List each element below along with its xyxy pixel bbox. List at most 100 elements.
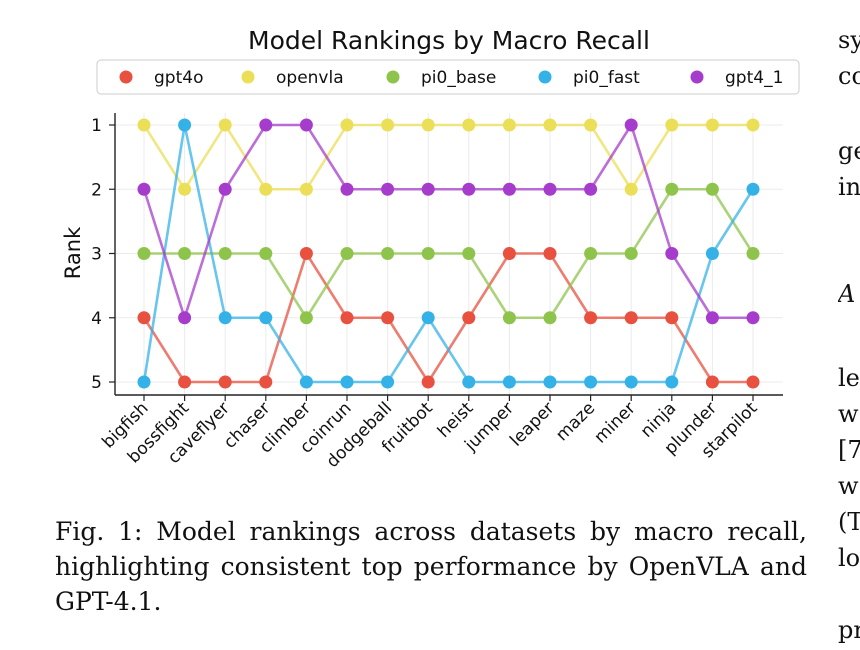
data-point-gpt4_1 [584, 182, 598, 196]
side-text-fragment: sy [838, 26, 860, 54]
data-point-gpt4o [624, 311, 638, 325]
data-point-pi0_base [462, 247, 476, 260]
data-point-pi0_base [746, 247, 760, 260]
data-point-pi0_base [381, 247, 395, 260]
data-point-pi0_fast [462, 375, 476, 389]
data-point-pi0_fast [502, 375, 516, 389]
figure-caption: Fig. 1: Model rankings across datasets b… [55, 517, 807, 616]
side-text-fragment: [7 [838, 436, 860, 464]
data-point-openvla [746, 118, 760, 132]
data-point-gpt4_1 [178, 311, 192, 325]
side-text-fragment: in [838, 173, 860, 201]
rank-chart: Model Rankings by Macro Recall gpt4o open… [61, 26, 800, 472]
side-text-fragment: w [838, 400, 859, 428]
data-point-pi0_base [624, 247, 638, 260]
data-point-pi0_base [178, 247, 192, 260]
data-point-pi0_fast [584, 375, 598, 389]
series-line-pi0_fast [142, 123, 755, 384]
side-text-fragment: pr [838, 616, 860, 644]
data-point-gpt4_1 [421, 182, 435, 196]
data-point-openvla [462, 118, 476, 132]
data-point-gpt4_1 [705, 311, 719, 325]
data-point-gpt4_1 [746, 311, 760, 325]
data-point-openvla [421, 118, 435, 132]
data-point-openvla [218, 118, 232, 132]
data-point-pi0_base [340, 247, 354, 260]
x-tick-label: maze [552, 398, 599, 445]
data-point-gpt4o [299, 247, 313, 260]
data-point-gpt4_1 [502, 182, 516, 196]
data-point-gpt4_1 [259, 118, 273, 132]
data-point-openvla [705, 118, 719, 132]
data-point-gpt4o [178, 375, 192, 389]
series-lines [142, 123, 755, 384]
data-point-openvla [137, 118, 151, 132]
data-point-gpt4_1 [543, 182, 557, 196]
data-point-pi0_base [421, 247, 435, 260]
side-text-fragment: ge [838, 137, 860, 165]
data-point-gpt4_1 [299, 118, 313, 132]
series-line-openvla [142, 123, 753, 191]
data-point-gpt4o [218, 375, 232, 389]
x-ticks: bigfishbossfightcaveflyerchaserclimberco… [98, 395, 762, 472]
data-point-gpt4_1 [340, 182, 354, 196]
side-text-fragment: le [838, 364, 860, 392]
data-point-openvla [543, 118, 557, 132]
data-point-pi0_fast [137, 375, 151, 389]
x-tick-label: leaper [506, 398, 558, 450]
data-point-gpt4_1 [462, 182, 476, 196]
data-point-pi0_fast [218, 311, 232, 325]
data-point-pi0_base [543, 311, 557, 325]
legend-marker-openvla [241, 70, 255, 84]
y-tick-label: 2 [91, 180, 102, 200]
data-point-pi0_fast [543, 375, 557, 389]
data-point-openvla [299, 182, 313, 196]
y-tick-label: 3 [91, 245, 102, 265]
data-point-openvla [502, 118, 516, 132]
data-point-openvla [340, 118, 354, 132]
data-point-gpt4o [543, 247, 557, 260]
y-ticks: 1 2 3 4 5 [91, 116, 115, 393]
y-tick-label: 1 [91, 116, 102, 136]
legend-label-openvla: openvla [276, 68, 344, 88]
data-point-pi0_base [502, 311, 516, 325]
data-point-gpt4_1 [665, 247, 679, 260]
data-point-gpt4o [584, 311, 598, 325]
chart-title: Model Rankings by Macro Recall [248, 26, 650, 55]
data-point-gpt4o [705, 375, 719, 389]
data-point-pi0_fast [705, 247, 719, 260]
legend-label-gpt4o: gpt4o [154, 68, 203, 88]
series-line-gpt4_1 [142, 123, 753, 320]
legend-label-pi0_fast: pi0_fast [573, 68, 640, 88]
side-text-fragment: co [838, 62, 860, 90]
data-point-pi0_base [259, 247, 273, 260]
legend-marker-pi0_fast [538, 70, 552, 84]
legend-marker-gpt4o [119, 70, 133, 84]
series-line-pi0_base [144, 187, 755, 320]
data-point-pi0_fast [259, 311, 273, 325]
legend: gpt4o openvla pi0_base pi0_fast gpt4_1 [119, 68, 783, 88]
data-point-pi0_base [584, 247, 598, 260]
data-point-openvla [584, 118, 598, 132]
data-point-pi0_fast [746, 182, 760, 196]
data-point-pi0_fast [340, 375, 354, 389]
data-point-pi0_fast [421, 311, 435, 325]
data-point-gpt4o [665, 311, 679, 325]
data-point-pi0_base [705, 182, 719, 196]
y-tick-label: 5 [91, 373, 102, 393]
data-point-gpt4o [421, 375, 435, 389]
x-tick-label: miner [591, 398, 640, 447]
legend-label-gpt4_1: gpt4_1 [725, 68, 783, 88]
data-point-gpt4o [137, 311, 151, 325]
data-point-openvla [259, 182, 273, 196]
data-point-pi0_fast [299, 375, 313, 389]
data-point-pi0_base [218, 247, 232, 260]
data-point-gpt4_1 [624, 118, 638, 132]
legend-label-pi0_base: pi0_base [421, 68, 496, 88]
data-point-openvla [624, 182, 638, 196]
legend-marker-gpt4_1 [690, 70, 704, 84]
legend-box [96, 59, 800, 95]
side-text-fragment: (T [838, 508, 860, 536]
data-point-gpt4o [259, 375, 273, 389]
y-tick-label: 4 [91, 309, 102, 329]
